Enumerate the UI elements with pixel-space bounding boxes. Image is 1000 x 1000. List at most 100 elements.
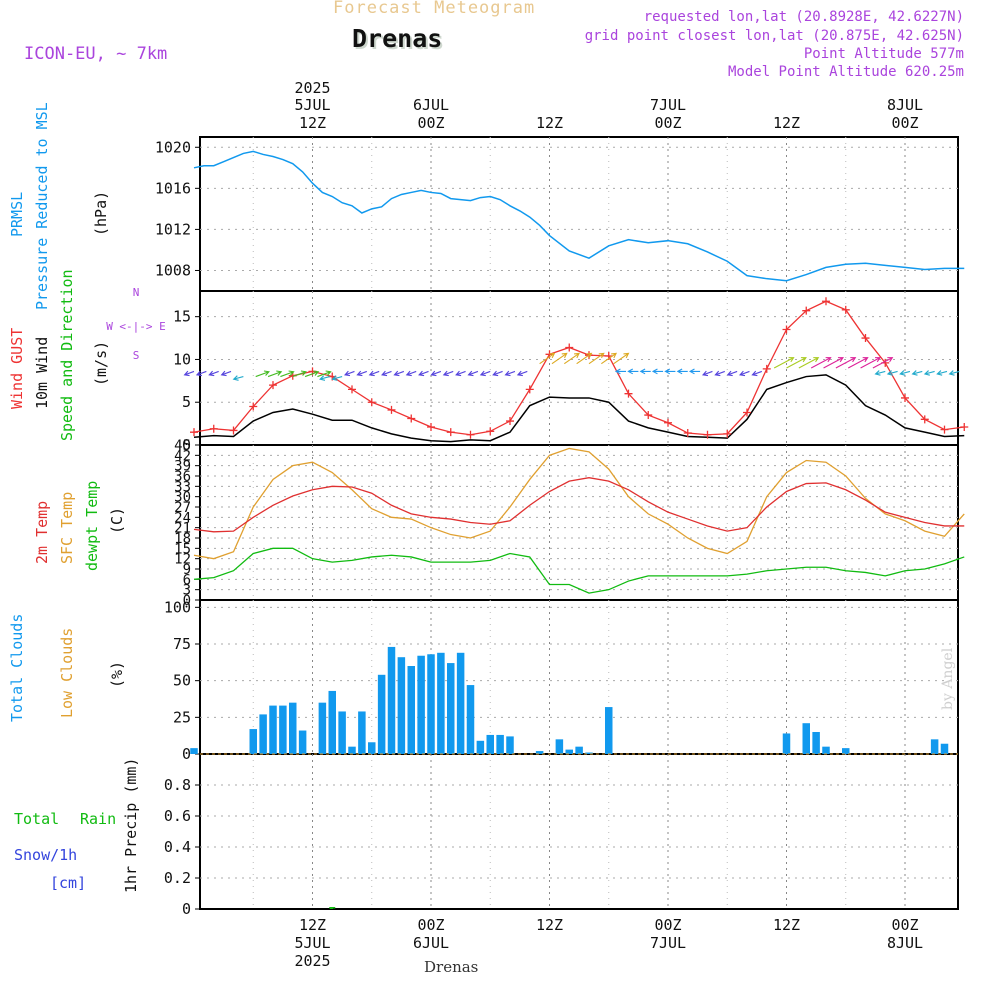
wind-direction-arrow	[726, 370, 738, 377]
cloud-panel-frame	[199, 599, 959, 755]
cloud-bar	[279, 705, 287, 754]
cloud-bar	[802, 723, 810, 754]
wind-direction-arrow	[418, 370, 429, 377]
wind-direction-arrow	[232, 375, 244, 381]
temp-ytick-label: 21	[174, 521, 191, 537]
precip-ytick-label: 0.8	[164, 776, 191, 794]
cloud-bar	[476, 740, 485, 754]
precip-bar	[329, 907, 336, 909]
cloud-bar	[269, 705, 277, 754]
sfc-temp-line	[193, 447, 965, 560]
wind-direction-arrow	[368, 370, 380, 377]
wind-gust-label: Wind GUST	[8, 328, 26, 409]
wind-direction-arrow	[183, 370, 195, 377]
wind-gust-marker	[822, 297, 830, 306]
top-axis-hour: 00Z	[891, 114, 918, 132]
wind-direction-arrow	[651, 368, 664, 375]
compass-north: N	[133, 286, 140, 299]
model-label: ICON-EU, ~ 7km	[24, 44, 168, 64]
cloud-bar	[318, 702, 327, 754]
pressure-unit-label: (hPa)	[92, 191, 110, 236]
top-axis-year: 2025	[294, 79, 330, 97]
bottom-axis-hour: 00Z	[891, 916, 918, 934]
wind-direction-arrow	[430, 370, 442, 377]
temp-dewpt-label: dewpt Temp	[83, 481, 101, 571]
wind-gust-marker	[209, 424, 218, 433]
wind-gust-marker	[229, 426, 238, 435]
point-altitude: Point Altitude 577m	[803, 46, 964, 62]
top-axis-hour: 12Z	[536, 114, 563, 132]
cloud-bar	[506, 736, 514, 754]
cloud-bar	[417, 655, 425, 754]
wind-direction-arrow	[874, 370, 886, 376]
bottom-axis-date: 5JUL	[294, 934, 330, 952]
top-axis-hour: 00Z	[417, 114, 444, 132]
wind-direction-arrow	[664, 368, 676, 375]
wind-direction-arrow	[317, 370, 332, 378]
wind-direction-arrow	[798, 357, 820, 369]
wind-direction-arrow	[467, 370, 479, 377]
wind-direction-arrow	[627, 368, 639, 375]
top-axis-date: 7JUL	[650, 96, 686, 114]
temp-ytick-label: 0	[183, 593, 191, 609]
wind-gust-marker	[664, 418, 672, 427]
wind-gust-marker	[920, 415, 929, 424]
temp-ytick-label: 9	[183, 562, 191, 578]
cloud-bar	[377, 674, 386, 754]
wind-direction-arrow	[613, 352, 630, 365]
wind-direction-arrow	[576, 352, 593, 365]
cloud-bar	[259, 714, 267, 754]
wind-gust-marker	[367, 398, 376, 407]
wind-direction-arrow	[331, 375, 343, 381]
wind-gust-marker	[960, 423, 969, 432]
temp-ytick-label: 30	[174, 490, 191, 506]
top-axis-hour: 00Z	[654, 114, 681, 132]
cloud-bar	[387, 646, 396, 754]
author-watermark: by Angel	[940, 647, 956, 710]
wind-direction-arrow	[948, 370, 960, 376]
bottom-axis-hour: 12Z	[299, 916, 326, 934]
precip-snow-label: Snow/1h	[14, 846, 77, 864]
temp-ytick-label: 39	[174, 459, 191, 475]
temp-ytick-label: 12	[174, 552, 191, 568]
wind-gust-marker	[644, 411, 653, 420]
wind-direction-arrow	[923, 370, 935, 376]
wind-direction-arrow	[936, 370, 948, 376]
cloud-bar	[289, 702, 297, 754]
wind-direction-arrow	[492, 370, 503, 377]
wind-direction-arrow	[304, 370, 320, 378]
wind-unit-label: (m/s)	[92, 341, 110, 386]
pressure-ytick-label: 1012	[155, 220, 191, 238]
wind-direction-arrow	[405, 370, 417, 377]
wind-direction-arrow	[676, 368, 688, 375]
wind-direction-arrow	[847, 357, 869, 369]
top-axis-date: 5JUL	[294, 96, 330, 114]
pressure-series-line	[193, 150, 965, 282]
wind-direction-arrow	[601, 352, 618, 365]
wind-gust-marker	[486, 427, 495, 436]
wind-gust-marker	[466, 430, 475, 439]
wind-direction-arrow	[220, 370, 232, 377]
temp-ytick-label: 15	[174, 541, 191, 557]
bottom-axis-date: 6JUL	[413, 934, 449, 952]
cloud-bar	[427, 654, 435, 754]
temp-panel-frame	[199, 444, 959, 601]
precip-total-label: Total	[14, 810, 59, 828]
temp-2m-label: 2m Temp	[33, 501, 51, 564]
wind-direction-arrow	[292, 370, 307, 378]
cloud-bar	[930, 739, 939, 754]
wind-direction-arrow	[872, 357, 894, 369]
requested-coords: requested lon,lat (20.8928E, 42.6227N)	[643, 9, 964, 25]
cloud-bar	[447, 663, 455, 754]
cloud-bar	[812, 732, 820, 754]
bottom-axis-year: 2025	[294, 952, 330, 970]
pressure-label-prmsl: PRMSL	[8, 192, 26, 237]
cloud-bar	[368, 742, 376, 754]
wind-direction-arrow	[563, 352, 580, 365]
wind-panel-frame	[199, 290, 959, 446]
cloud-bar	[605, 707, 613, 754]
bottom-axis-hour: 00Z	[654, 916, 681, 934]
pressure-label-msl: Pressure Reduced to MSL	[33, 102, 51, 310]
cloud-unit-label: (%)	[108, 661, 126, 688]
